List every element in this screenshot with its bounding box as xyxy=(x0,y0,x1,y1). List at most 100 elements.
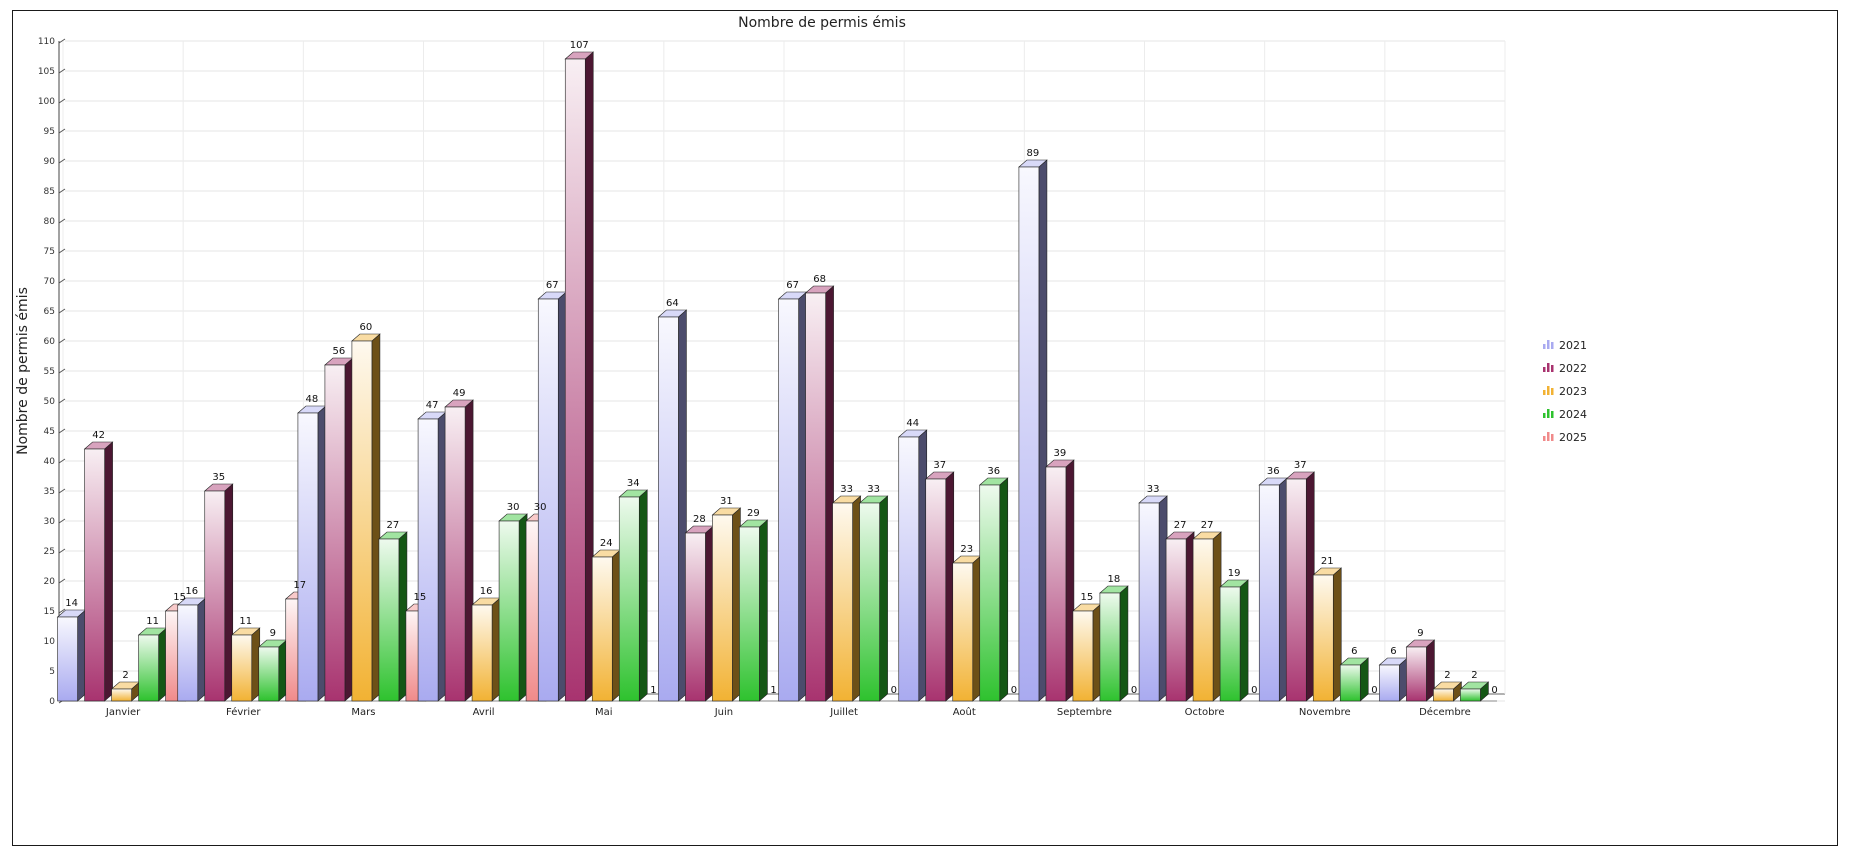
data-label: 15 xyxy=(414,592,427,603)
data-label: 16 xyxy=(185,586,198,597)
bar-front xyxy=(1192,538,1214,702)
bars-group xyxy=(56,51,1490,702)
bar-front xyxy=(498,520,520,702)
y-tick-label: 35 xyxy=(44,487,55,497)
legend-swatch xyxy=(1547,363,1550,372)
y-tick-mark xyxy=(58,308,66,314)
legend: 2021 2022 2023 2024 2025 xyxy=(1543,339,1587,444)
bar-Mars-2022 xyxy=(324,357,354,702)
data-label: 36 xyxy=(1267,466,1280,477)
data-label: 23 xyxy=(960,544,973,555)
data-label: 14 xyxy=(65,598,78,609)
data-label: 33 xyxy=(867,484,880,495)
data-label: 49 xyxy=(453,388,466,399)
y-tick-label: 105 xyxy=(38,67,55,77)
bar-Décembre-2022 xyxy=(1405,639,1436,702)
bar-Février-2024 xyxy=(257,639,288,702)
legend-item-2021: 2021 xyxy=(1543,339,1587,352)
bar-side xyxy=(879,495,888,702)
bar-Janvier-2024 xyxy=(137,627,168,702)
data-label: 16 xyxy=(480,586,493,597)
chart-title: Nombre de permis émis xyxy=(738,15,906,31)
bar-front xyxy=(898,436,920,702)
bar-front xyxy=(1339,664,1361,702)
bar-Mai-2021 xyxy=(537,291,568,702)
data-label: 67 xyxy=(786,280,799,291)
y-tick-label: 55 xyxy=(44,367,55,377)
data-label: 11 xyxy=(146,616,159,627)
bar-Mars-2021 xyxy=(297,405,327,702)
data-label: 48 xyxy=(306,394,319,405)
y-tick-mark xyxy=(58,248,66,254)
bar-Septembre-2023 xyxy=(1072,603,1102,702)
bar-front xyxy=(351,340,373,702)
legend-item-2024: 2024 xyxy=(1543,408,1587,421)
legend-swatch xyxy=(1551,342,1554,349)
bar-front xyxy=(258,646,280,702)
data-label-zero: 0 xyxy=(1491,685,1497,696)
bar-front xyxy=(324,364,346,702)
y-tick-label: 100 xyxy=(38,97,55,107)
data-label: 15 xyxy=(173,592,186,603)
y-tick-label: 75 xyxy=(44,247,55,257)
data-label: 27 xyxy=(387,520,400,531)
x-tick-label: Janvier xyxy=(105,707,141,718)
y-tick-mark xyxy=(58,608,66,614)
bar-Novembre-2022 xyxy=(1285,471,1316,702)
y-tick-mark xyxy=(58,38,66,44)
y-tick-mark xyxy=(58,188,66,194)
y-tick-mark xyxy=(58,158,66,164)
data-label: 15 xyxy=(1081,592,1094,603)
bar-Décembre-2021 xyxy=(1378,657,1409,702)
chart-svg: Nombre de permis émis Nombre de permis é… xyxy=(15,15,1587,718)
bar-Janvier-2023 xyxy=(110,681,141,702)
y-tick-mark xyxy=(58,548,66,554)
legend-item-2022: 2022 xyxy=(1543,362,1587,375)
bar-Octobre-2021 xyxy=(1138,495,1168,702)
data-label: 24 xyxy=(600,538,613,549)
bar-Février-2022 xyxy=(203,483,234,702)
bar-Septembre-2021 xyxy=(1018,159,1048,702)
data-label-zero: 0 xyxy=(1371,685,1377,696)
y-tick-label: 45 xyxy=(44,427,55,437)
bar-front xyxy=(84,448,105,702)
data-label: 89 xyxy=(1027,148,1040,159)
y-tick-label: 85 xyxy=(44,187,55,197)
bar-Octobre-2023 xyxy=(1192,531,1222,702)
y-axis: 0 5 10 15 20 25 30 35 40 45 50 55 60 65 70 75 80 85 90 95 10… xyxy=(38,37,66,707)
bar-front xyxy=(658,316,679,702)
data-label: 67 xyxy=(546,280,559,291)
bar-front xyxy=(591,556,613,702)
x-tick-label: Mai xyxy=(595,707,613,718)
bar-Avril-2023 xyxy=(471,597,501,702)
y-tick-label: 65 xyxy=(44,307,55,317)
bar-Mai-2023 xyxy=(591,549,622,702)
bar-Novembre-2023 xyxy=(1312,567,1343,702)
data-label: 31 xyxy=(720,496,733,507)
bar-Octobre-2024 xyxy=(1219,579,1249,702)
bar-side xyxy=(1119,585,1129,702)
legend-label: 2025 xyxy=(1559,431,1587,444)
bar-Avril-2021 xyxy=(417,411,447,702)
x-tick-label: Février xyxy=(226,706,261,718)
bar-front xyxy=(832,502,853,702)
y-tick-label: 60 xyxy=(44,337,56,347)
bar-side xyxy=(759,519,768,702)
bar-front xyxy=(1460,688,1481,702)
data-label: 39 xyxy=(1054,448,1067,459)
legend-label: 2023 xyxy=(1559,385,1587,398)
bar-Février-2023 xyxy=(230,627,261,702)
data-label: 36 xyxy=(987,466,1000,477)
bar-Juin-2023 xyxy=(711,507,742,702)
bar-front xyxy=(778,298,799,702)
data-label: 68 xyxy=(813,274,826,285)
data-label-zero: 0 xyxy=(1011,685,1017,696)
data-label: 44 xyxy=(906,418,919,429)
bar-front xyxy=(1285,478,1307,702)
legend-swatch xyxy=(1543,436,1546,441)
bar-Juin-2024 xyxy=(738,519,769,702)
bar-front xyxy=(378,538,400,702)
bar-front xyxy=(57,616,78,702)
x-tick-label: Mars xyxy=(351,707,375,718)
